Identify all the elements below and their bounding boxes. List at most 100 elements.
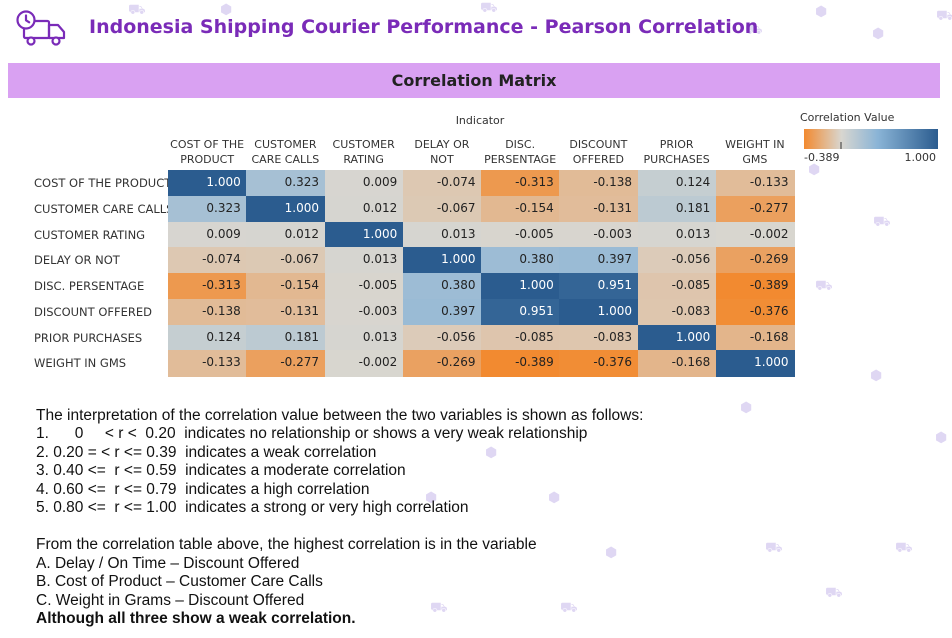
- criteria-item: 4. 0.60 <= r <= 0.79 indicates a high co…: [36, 480, 370, 498]
- heatmap-cell: -0.067: [246, 247, 325, 274]
- heatmap-cell: -0.056: [402, 324, 482, 351]
- heatmap-cell: -0.138: [168, 298, 247, 325]
- heatmap-cell: -0.277: [715, 195, 795, 222]
- background-pattern-icon: ⛟: [765, 540, 783, 556]
- heatmap-cell: -0.376: [715, 298, 795, 325]
- row-header: CUSTOMER RATING: [34, 227, 146, 242]
- interpretation-intro: The interpretation of the correlation va…: [36, 407, 644, 424]
- background-pattern-icon: ⛟: [745, 22, 763, 38]
- heatmap-cell: 0.013: [324, 324, 404, 351]
- heatmap-cell: 1.000: [246, 195, 325, 222]
- heatmap-cell: -0.154: [246, 273, 325, 300]
- heatmap-cell: -0.083: [559, 324, 638, 351]
- heatmap-cell: 0.380: [481, 247, 560, 274]
- background-pattern-icon: ⛟: [560, 600, 578, 616]
- background-pattern-icon: ⛟: [873, 214, 891, 230]
- heatmap-cell: 0.124: [637, 170, 717, 197]
- heatmap-cell: -0.085: [637, 273, 717, 300]
- heatmap-cell: 0.012: [324, 195, 404, 222]
- background-pattern-icon: ⬢: [425, 490, 438, 506]
- interpretation-text: The interpretation of the correlation va…: [36, 407, 643, 628]
- page-title: Indonesia Shipping Courier Performance -…: [89, 16, 759, 38]
- heatmap-cell: -0.074: [402, 170, 482, 197]
- background-pattern-icon: ⛟: [825, 585, 843, 601]
- delivery-truck-clock-icon: [16, 10, 66, 46]
- legend-min-label: -0.389: [804, 151, 840, 164]
- column-header: CUSTOMER RATING: [332, 138, 395, 166]
- heatmap-cell: -0.005: [481, 221, 560, 248]
- heatmap-cell: 1.000: [637, 324, 717, 351]
- heatmap-cell: 0.181: [637, 195, 717, 222]
- heatmap-cell: -0.168: [637, 350, 717, 377]
- background-pattern-icon: ⛟: [815, 278, 833, 294]
- row-header: DISC. PERSENTAGE: [34, 279, 145, 293]
- column-header: PRIOR PURCHASES: [643, 138, 710, 166]
- heatmap-cell: -0.074: [168, 247, 247, 274]
- background-pattern-icon: ⛟: [128, 2, 146, 18]
- background-pattern-icon: ⬢: [872, 26, 885, 42]
- column-header: DISC. PERSENTAGE: [484, 138, 557, 166]
- section-banner: Correlation Matrix: [8, 63, 940, 98]
- row-header: DELAY OR NOT: [34, 253, 120, 268]
- row-header: DISCOUNT OFFERED: [34, 304, 152, 319]
- heatmap-cell: 0.323: [168, 195, 247, 222]
- heatmap-cell: -0.003: [324, 298, 404, 325]
- heatmap-cell: -0.003: [559, 221, 638, 248]
- background-pattern-icon: ⛟: [936, 8, 952, 24]
- heatmap-cell: -0.389: [481, 350, 560, 377]
- heatmap-cell: 0.951: [559, 273, 638, 300]
- background-pattern-icon: ⬢: [548, 490, 561, 506]
- heatmap-cell: 0.951: [481, 298, 560, 325]
- background-pattern-icon: ⬢: [935, 430, 948, 446]
- column-header: WEIGHT IN GMS: [725, 138, 785, 166]
- heatmap-cell: 0.013: [637, 221, 717, 248]
- heatmap-cell: -0.002: [715, 221, 795, 248]
- heatmap-cell: 0.124: [168, 324, 247, 351]
- background-pattern-icon: ⛟: [430, 600, 448, 616]
- heatmap-cell: -0.131: [246, 298, 325, 325]
- background-pattern-icon: ⬢: [870, 368, 883, 384]
- background-pattern-icon: ⬢: [815, 4, 828, 20]
- heatmap-cell: 0.013: [402, 221, 482, 248]
- conclusion-pair: C. Weight in Grams – Discount Offered: [36, 591, 305, 609]
- banner-title: Correlation Matrix: [391, 71, 557, 90]
- heatmap-cell: 0.397: [402, 298, 482, 325]
- conclusion-pair: B. Cost of Product – Customer Care Calls: [36, 573, 323, 591]
- row-header: PRIOR PURCHASES: [34, 330, 143, 345]
- background-pattern-icon: ⬢: [485, 445, 498, 461]
- heatmap-cell: -0.005: [324, 273, 404, 300]
- final-note: Although all three show a weak correlati…: [36, 610, 356, 628]
- criteria-item: 5. 0.80 <= r <= 1.00 indicates a strong …: [36, 499, 469, 517]
- heatmap-cell: -0.168: [715, 324, 795, 351]
- heatmap-cell: 1.000: [324, 221, 404, 248]
- heatmap-cell: -0.056: [637, 247, 717, 274]
- criteria-item: 1. 0 < r < 0.20 indicates no relationshi…: [36, 425, 588, 443]
- background-pattern-icon: ⛟: [480, 0, 498, 16]
- heatmap-cell: 0.397: [559, 247, 638, 274]
- heatmap-cell: -0.277: [246, 350, 325, 377]
- background-pattern-icon: ⬢: [605, 545, 618, 561]
- heatmap-cell: -0.313: [481, 170, 560, 197]
- heatmap-cell: 1.000: [559, 298, 638, 325]
- heatmap-cell: -0.067: [402, 195, 482, 222]
- background-pattern-icon: ⬢: [220, 2, 233, 18]
- column-axis-label: Indicator: [455, 114, 505, 127]
- heatmap-cell: 0.012: [246, 221, 325, 248]
- row-header: WEIGHT IN GMS: [34, 356, 127, 371]
- column-header: DELAY OR NOT: [414, 138, 470, 166]
- heatmap-cell: -0.138: [559, 170, 638, 197]
- legend-title: Correlation Value: [800, 111, 895, 124]
- heatmap-cell: -0.313: [168, 273, 247, 300]
- background-pattern-icon: ⛟: [895, 540, 913, 556]
- heatmap-cell: 0.009: [168, 221, 247, 248]
- heatmap-cell: 0.380: [402, 273, 482, 300]
- legend-max-label: 1.000: [904, 151, 937, 164]
- column-header: CUSTOMER CARE CALLS: [251, 138, 320, 166]
- heatmap-cell: -0.269: [402, 350, 482, 377]
- heatmap-cell: 0.181: [246, 324, 325, 351]
- heatmap-cell: -0.133: [715, 170, 795, 197]
- heatmap-cell: 1.000: [715, 350, 795, 377]
- background-pattern-icon: ⬢: [740, 400, 753, 416]
- heatmap-cell: -0.376: [559, 350, 638, 377]
- heatmap-cell: 1.000: [168, 170, 247, 197]
